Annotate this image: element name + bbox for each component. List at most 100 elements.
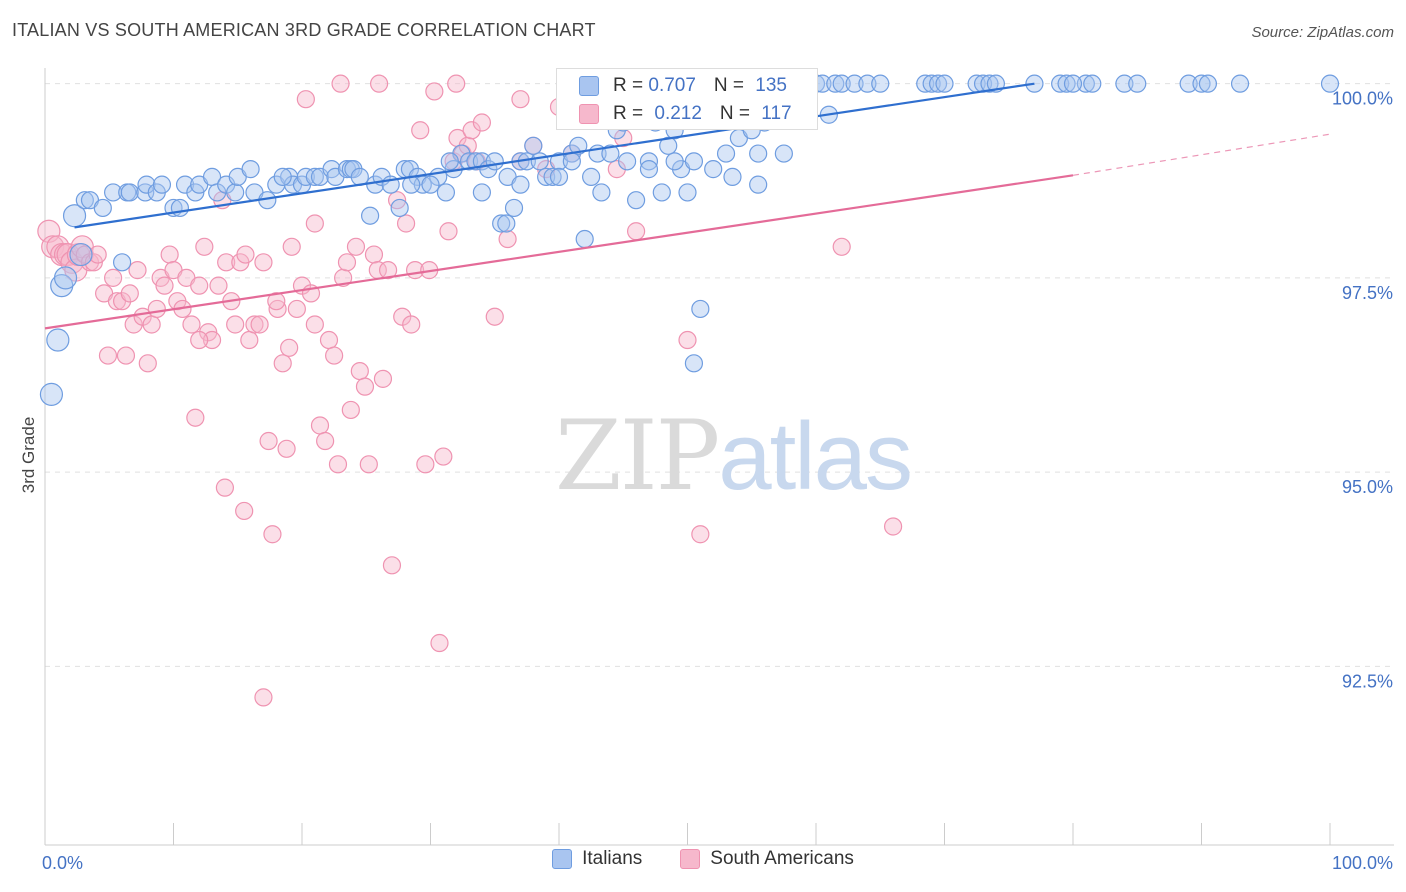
south-americans-point: [447, 74, 466, 93]
italians-point: [75, 191, 94, 210]
south-americans-point: [328, 455, 348, 474]
south-americans-trend-line-extension: [1072, 133, 1331, 176]
south-americans-point: [268, 299, 287, 319]
south-americans-point: [883, 517, 903, 536]
italians-point: [39, 382, 64, 407]
south-americans-point: [416, 455, 435, 474]
italians-point: [562, 152, 581, 171]
italians-n-value: 135: [755, 75, 787, 96]
south-americans-point: [296, 90, 315, 109]
south-americans-point: [235, 501, 254, 521]
x-tick-label-min: 0.0%: [42, 853, 83, 873]
south-americans-point: [832, 237, 851, 256]
south-americans-point: [128, 261, 147, 280]
south-americans-point: [98, 346, 118, 365]
italians-point: [749, 175, 768, 194]
italians-point: [93, 198, 112, 218]
italians-point: [53, 266, 78, 290]
south-americans-point: [88, 245, 107, 264]
italians-point: [497, 214, 516, 233]
south-americans-point: [195, 237, 214, 256]
italians-point: [980, 74, 999, 93]
south-americans-point: [378, 261, 398, 280]
south-americans-r-value: 0.212: [654, 103, 702, 124]
italians-point: [723, 167, 742, 186]
italians-point: [1051, 74, 1070, 93]
italians-point: [678, 183, 697, 202]
south-americans-point: [511, 90, 530, 109]
south-americans-point: [147, 299, 166, 319]
stats-row-italians: R = 0.707 N = 135: [579, 75, 787, 97]
south-americans-point: [116, 346, 136, 365]
italians-point: [305, 167, 324, 186]
italians-point: [549, 167, 569, 186]
italians-point: [1083, 74, 1102, 93]
italians-point: [858, 74, 877, 93]
italians-point: [928, 74, 948, 93]
italians-point: [543, 167, 562, 186]
south-americans-point: [626, 222, 646, 241]
south-americans-point: [325, 346, 344, 365]
italians-point: [916, 74, 935, 93]
source-label: Source: ZipAtlas.com: [1251, 24, 1394, 41]
south-americans-point: [202, 330, 222, 350]
legend-item-south-americans[interactable]: South Americans: [680, 848, 854, 870]
italians-point: [659, 136, 678, 155]
south-americans-point: [359, 455, 378, 474]
italians-point: [152, 175, 172, 194]
south-americans-point: [373, 369, 393, 388]
south-americans-point: [273, 354, 292, 373]
italians-point: [436, 183, 456, 202]
south-americans-point: [305, 315, 324, 334]
south-americans-point: [277, 439, 296, 458]
italians-point: [537, 167, 556, 186]
italians-point: [1320, 74, 1340, 93]
italians-point: [1128, 74, 1147, 93]
italians-point: [774, 144, 793, 163]
south-americans-n-value: 117: [761, 103, 792, 124]
y-axis-label: 3rd Grade: [19, 417, 38, 494]
y-tick-label: 95.0%: [1342, 477, 1393, 497]
south-americans-point: [215, 478, 234, 497]
italians-point: [652, 183, 671, 202]
italians-trend-line: [74, 82, 1035, 229]
italians-point: [485, 152, 504, 171]
south-americans-point: [254, 253, 273, 272]
italians-point: [691, 299, 710, 319]
south-americans-point: [209, 276, 228, 295]
south-americans-point: [485, 307, 504, 326]
south-americans-point: [254, 688, 273, 707]
south-americans-point: [434, 447, 453, 466]
south-americans-point: [236, 245, 255, 264]
legend-item-italians[interactable]: Italians: [552, 848, 642, 870]
italians-point: [361, 206, 380, 225]
italians-point: [704, 160, 723, 179]
south-americans-point: [282, 237, 301, 256]
italians-point: [575, 229, 594, 249]
south-americans-point: [472, 113, 491, 132]
y-tick-label: 92.5%: [1342, 671, 1393, 691]
italians-point: [716, 144, 736, 163]
italians-point: [592, 183, 611, 202]
italians-point: [1198, 74, 1218, 93]
south-americans-point: [190, 330, 209, 350]
italians-point: [922, 74, 941, 93]
italians-point: [749, 144, 768, 163]
south-americans-point: [138, 354, 157, 373]
south-americans-point: [425, 82, 444, 101]
south-americans-point: [104, 268, 123, 287]
legend-swatch-italians: [552, 849, 573, 869]
south-americans-point: [316, 431, 335, 451]
south-americans-point: [263, 525, 282, 544]
south-americans-point: [80, 253, 100, 272]
italians-point: [440, 152, 459, 171]
italians-point: [120, 183, 139, 202]
y-tick-label: 97.5%: [1342, 283, 1393, 303]
chart-title: ITALIAN VS SOUTH AMERICAN 3RD GRADE CORR…: [12, 20, 596, 40]
south-americans-point: [280, 338, 299, 357]
south-americans-point: [678, 330, 697, 350]
south-americans-point: [287, 299, 306, 319]
italians-point: [1230, 74, 1250, 93]
south-americans-point: [186, 408, 205, 427]
south-americans-r-label: R =: [613, 103, 649, 124]
